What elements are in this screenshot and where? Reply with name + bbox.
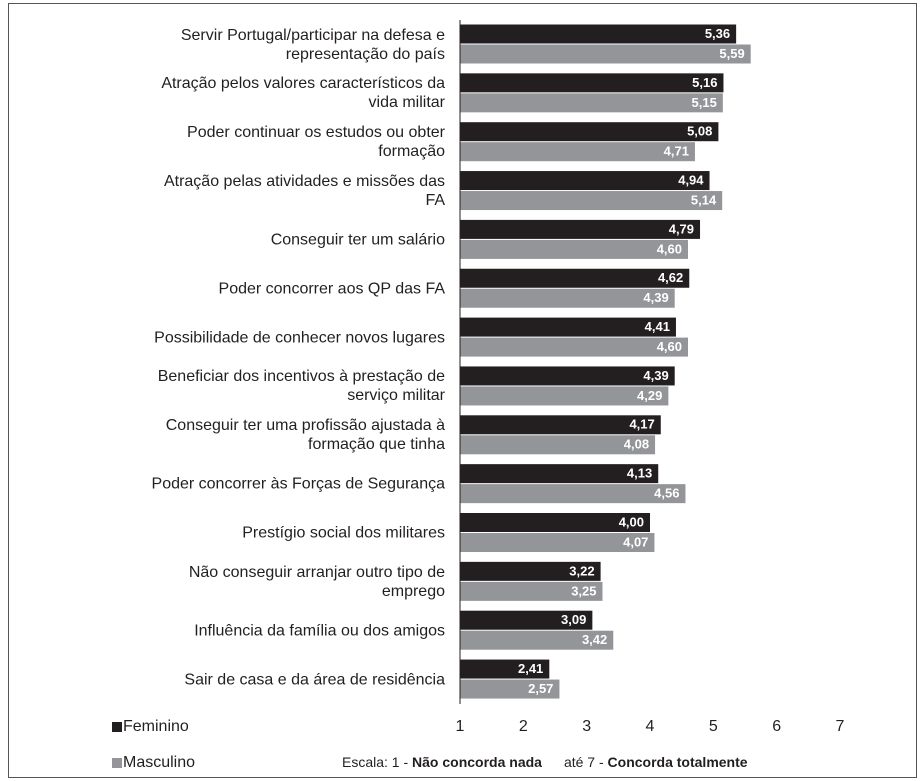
scale-note-part: Escala: 1 - bbox=[342, 754, 412, 770]
x-tick-label: 3 bbox=[582, 718, 591, 735]
x-tick-label: 4 bbox=[646, 718, 655, 735]
value-label: 5,16 bbox=[692, 75, 717, 90]
bar bbox=[460, 435, 656, 455]
value-label: 3,25 bbox=[571, 583, 596, 598]
value-label: 4,41 bbox=[645, 319, 670, 334]
value-label: 2,57 bbox=[528, 681, 553, 696]
bar bbox=[460, 533, 655, 552]
legend-label: Masculino bbox=[123, 754, 195, 771]
category-label: Atração pelas atividades e missões das F… bbox=[163, 173, 445, 210]
bar bbox=[460, 561, 601, 581]
bar bbox=[460, 288, 675, 308]
bar bbox=[460, 581, 603, 601]
bar bbox=[460, 513, 650, 532]
bar bbox=[460, 630, 614, 650]
value-label: 5,14 bbox=[691, 192, 717, 207]
value-label: 4,39 bbox=[643, 368, 668, 383]
value-label: 4,29 bbox=[637, 388, 662, 403]
bar bbox=[460, 122, 719, 142]
bar bbox=[460, 191, 723, 211]
value-label: 3,42 bbox=[582, 632, 607, 647]
value-label: 4,08 bbox=[624, 437, 649, 452]
bar bbox=[460, 610, 593, 630]
bar bbox=[460, 142, 695, 162]
category-label: Influência da família ou dos amigos bbox=[194, 622, 445, 640]
value-label: 5,08 bbox=[687, 124, 712, 139]
category-label: Não conseguir arranjar outro tipo de emp… bbox=[188, 563, 445, 600]
bar bbox=[460, 366, 675, 386]
value-label: 4,07 bbox=[623, 534, 648, 549]
category-label: Prestígio social dos militares bbox=[242, 524, 445, 542]
value-label: 3,09 bbox=[561, 612, 586, 627]
value-label: 5,15 bbox=[692, 95, 717, 110]
scale-note-part: Não concorda nada bbox=[412, 754, 542, 770]
scale-note-part: Concorda totalmente bbox=[608, 754, 748, 770]
category-label: Possibilidade de conhecer novos lugares bbox=[154, 329, 445, 347]
value-label: 4,60 bbox=[657, 339, 682, 354]
x-tick-label: 1 bbox=[456, 718, 465, 735]
category-label: Poder concorrer aos QP das FA bbox=[218, 280, 445, 298]
scale-note: Escala: 1 - Não concorda nada até 7 - Con… bbox=[342, 754, 748, 770]
x-tick-label: 5 bbox=[709, 718, 718, 735]
value-label: 3,22 bbox=[569, 563, 594, 578]
bar bbox=[460, 219, 701, 239]
value-label: 4,62 bbox=[658, 270, 683, 285]
frame bbox=[8, 3, 917, 778]
value-label: 4,17 bbox=[629, 417, 654, 432]
bar bbox=[460, 24, 737, 44]
scale-note-part: até 7 - bbox=[564, 754, 608, 770]
x-tick-label: 7 bbox=[836, 718, 845, 735]
value-label: 5,36 bbox=[705, 26, 730, 41]
category-label: Poder continuar os estudos ou obter form… bbox=[187, 124, 445, 161]
bar bbox=[460, 386, 669, 406]
category-label: Conseguir ter uma profissão ajustada à f… bbox=[165, 417, 445, 454]
legend-swatch bbox=[112, 758, 122, 768]
category-label: Atração pelos valores característicos da… bbox=[161, 75, 445, 112]
category-label: Poder concorrer às Forças de Segurança bbox=[151, 475, 445, 493]
legend-label: Feminino bbox=[123, 718, 189, 735]
value-label: 4,79 bbox=[669, 221, 694, 236]
value-label: 2,41 bbox=[518, 661, 543, 676]
bar bbox=[460, 171, 710, 191]
legend-swatch bbox=[112, 722, 122, 732]
category-label: Servir Portugal/participar na defesa e r… bbox=[180, 26, 445, 63]
x-tick-label: 2 bbox=[519, 718, 528, 735]
bar bbox=[460, 268, 690, 288]
bar bbox=[460, 317, 676, 337]
bar bbox=[460, 679, 560, 699]
value-label: 4,60 bbox=[657, 241, 682, 256]
value-label: 4,39 bbox=[643, 290, 668, 305]
bar bbox=[460, 659, 550, 679]
value-label: 4,56 bbox=[654, 486, 679, 501]
value-label: 4,13 bbox=[627, 466, 652, 481]
value-label: 4,00 bbox=[619, 514, 644, 529]
x-tick-label: 6 bbox=[772, 718, 781, 735]
value-label: 4,71 bbox=[664, 144, 689, 159]
bar bbox=[460, 337, 688, 357]
value-label: 4,94 bbox=[678, 172, 704, 187]
bar bbox=[460, 415, 661, 435]
bar bbox=[460, 484, 686, 504]
bar bbox=[460, 93, 723, 113]
category-label: Sair de casa e da área de residência bbox=[184, 671, 445, 689]
value-label: 5,59 bbox=[719, 46, 744, 61]
bar bbox=[460, 239, 688, 259]
bar bbox=[460, 73, 724, 93]
bar bbox=[460, 44, 751, 64]
bar bbox=[460, 464, 659, 484]
category-label: Conseguir ter um salário bbox=[270, 231, 445, 249]
category-label: Beneficiar dos incentivos à prestação de… bbox=[157, 368, 445, 405]
